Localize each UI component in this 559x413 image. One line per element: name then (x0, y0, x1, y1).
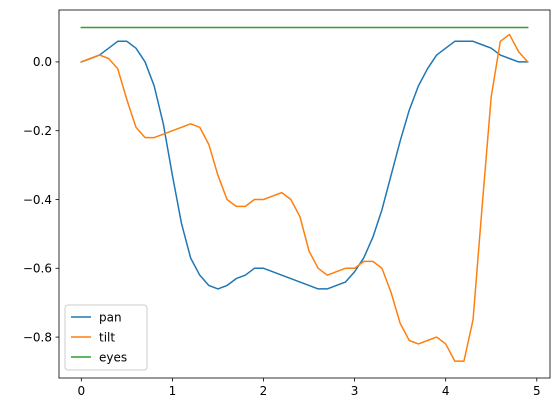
legend: pan tilt eyes (64, 304, 148, 371)
y-axis: 0.0 −0.2 −0.4 −0.6 −0.8 (23, 55, 59, 344)
x-axis: 0 1 2 3 4 5 (77, 378, 541, 398)
legend-box (64, 304, 148, 371)
legend-label-tilt: tilt (99, 330, 115, 344)
y-tick-label: −0.8 (23, 330, 52, 344)
x-tick-label: 0 (77, 384, 85, 398)
series-line-tilt (80, 33, 529, 362)
x-tick-label: 3 (351, 384, 359, 398)
axes-frame (58, 9, 551, 379)
legend-label-eyes: eyes (99, 350, 127, 364)
y-tick-label: −0.4 (23, 193, 52, 207)
x-tick-label: 2 (260, 384, 268, 398)
x-tick-label: 5 (533, 384, 541, 398)
legend-label-pan: pan (99, 310, 122, 324)
series-lines-layer (80, 26, 529, 362)
y-tick-label: −0.6 (23, 262, 52, 276)
x-tick-label: 1 (169, 384, 177, 398)
series-line-pan (80, 40, 529, 290)
y-tick-label: −0.2 (23, 124, 52, 138)
y-tick-label: 0.0 (33, 55, 52, 69)
x-tick-label: 4 (442, 384, 450, 398)
